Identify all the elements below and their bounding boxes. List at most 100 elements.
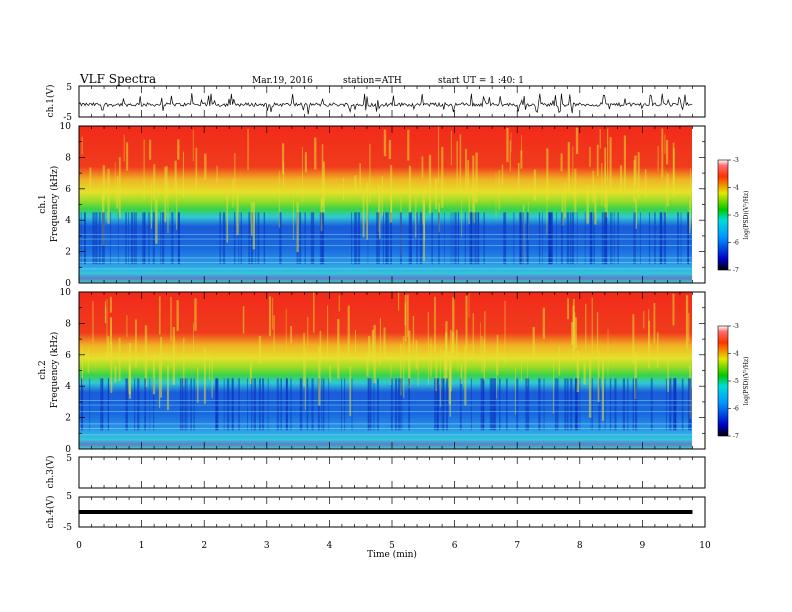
spectral-streak xyxy=(665,140,669,165)
time-tick-label-10: 10 xyxy=(699,541,711,551)
spectral-streak xyxy=(373,378,375,431)
spectral-streak xyxy=(407,294,409,338)
spectral-streak xyxy=(663,212,667,265)
spectral-streak xyxy=(510,132,512,153)
spectral-streak xyxy=(390,212,393,265)
spectral-streak xyxy=(588,359,592,418)
spectral-streak xyxy=(436,378,438,431)
spectral-streak xyxy=(398,292,400,311)
ch1-waveform-panel: 5 -5 ch.1(V) xyxy=(45,83,706,123)
start-time-label: start UT = 1 :40: 1 xyxy=(438,76,524,86)
ch4-waveform-panel: 5 -5 ch.4(V) xyxy=(45,492,706,533)
spectral-streak xyxy=(408,212,411,265)
ch1-colorbar-ticks: -3 -4 -5 -6 -7 xyxy=(728,157,739,274)
spectral-streak xyxy=(477,212,479,265)
spectral-streak xyxy=(250,212,254,265)
spectral-streak xyxy=(240,212,242,265)
spectral-streak xyxy=(285,378,288,431)
spectral-streak xyxy=(116,185,119,209)
spectral-streak xyxy=(311,378,314,431)
spectral-streak xyxy=(211,355,213,398)
spectral-streak xyxy=(607,329,609,377)
spectral-streak xyxy=(367,378,369,431)
spectral-streak xyxy=(193,322,194,360)
spectral-streak xyxy=(603,212,605,265)
spectral-streak xyxy=(480,322,482,359)
time-tick-label-3: 3 xyxy=(264,541,270,551)
spectral-streak xyxy=(401,378,403,431)
ch1-colorbar xyxy=(717,159,729,271)
spectral-streak xyxy=(107,378,110,431)
spectral-streak xyxy=(280,212,282,265)
spectral-streak xyxy=(542,307,546,339)
spectral-streak xyxy=(627,378,629,431)
ch3-waveform-panel: 5 ch.3(V) xyxy=(45,454,706,489)
spectral-streak xyxy=(404,303,407,326)
spectral-streak xyxy=(81,378,83,431)
spectral-streak xyxy=(472,212,474,265)
spectral-streak xyxy=(465,148,467,191)
ch2-colorbar-ticks: -3 -4 -5 -6 -7 xyxy=(728,323,739,440)
spectral-streak xyxy=(604,212,607,265)
spectral-streak xyxy=(428,154,432,214)
spectral-streak xyxy=(533,169,537,201)
spectral-streak xyxy=(272,297,274,330)
spectral-streak xyxy=(321,378,322,431)
spectral-streak xyxy=(300,378,303,431)
spectral-streak xyxy=(371,329,375,364)
spectral-streak xyxy=(182,151,184,198)
spectral-streak xyxy=(410,212,412,265)
ch1-colorbar-label: log(PSD)(V²/Hz) xyxy=(743,191,750,240)
spectral-streak xyxy=(623,135,626,195)
spectral-streak xyxy=(231,378,234,431)
spectral-streak xyxy=(186,378,188,431)
spectral-streak xyxy=(379,186,381,239)
frequency-tick-label-10: 10 xyxy=(60,122,72,132)
spectral-streak xyxy=(592,170,595,203)
spectral-streak xyxy=(452,297,455,354)
spectral-streak xyxy=(496,347,497,399)
spectral-streak xyxy=(567,141,570,194)
spectral-streak xyxy=(390,165,393,223)
spectral-streak xyxy=(468,293,470,318)
spectral-streak xyxy=(215,378,217,431)
spectral-streak xyxy=(538,378,541,431)
spectral-streak xyxy=(128,363,131,395)
spectral-streak xyxy=(160,212,162,265)
spectral-streak xyxy=(481,378,483,431)
spectral-streak xyxy=(101,378,103,431)
spectral-streak xyxy=(318,347,321,406)
spectral-streak xyxy=(421,156,424,179)
spectral-streak xyxy=(435,178,438,210)
colorbar-tick-label--3: -3 xyxy=(733,157,739,164)
colorbar-tick-label--7: -7 xyxy=(733,433,739,440)
spectral-streak xyxy=(543,378,545,431)
spectral-streak xyxy=(417,353,419,387)
spectral-streak xyxy=(648,309,650,347)
spectral-streak xyxy=(439,347,441,407)
spectral-streak xyxy=(687,378,690,431)
colorbar-tick-label--4: -4 xyxy=(733,351,739,358)
spectral-streak xyxy=(434,296,436,355)
spectral-streak xyxy=(635,198,637,229)
figure-title: VLF Spectra xyxy=(79,72,156,86)
spectral-streak xyxy=(438,212,440,265)
spectral-streak xyxy=(107,168,110,224)
spectral-streak xyxy=(208,349,210,380)
spectral-streak xyxy=(126,142,129,171)
ch1-frequency-axis-label: Frequency (kHz) xyxy=(49,166,60,243)
colorbar-tick-label--6: -6 xyxy=(733,240,739,247)
spectral-streak xyxy=(149,378,151,431)
spectral-streak xyxy=(501,164,504,186)
spectral-streak xyxy=(304,152,307,173)
spectral-streak xyxy=(135,319,137,367)
spectral-streak xyxy=(106,299,108,361)
spectral-streak xyxy=(117,212,119,265)
spectral-streak xyxy=(407,129,410,161)
spectral-streak xyxy=(472,155,475,213)
spectral-streak xyxy=(98,212,101,265)
spectral-streak xyxy=(149,139,152,160)
spectral-streak xyxy=(107,336,110,358)
spectral-streak xyxy=(258,378,261,431)
